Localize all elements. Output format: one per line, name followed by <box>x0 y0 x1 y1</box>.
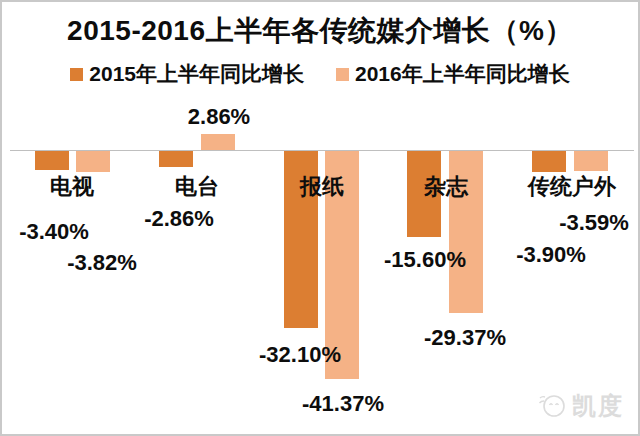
category-label-radio: 电台 <box>175 172 219 202</box>
value-label-newspaper-2015: -32.10% <box>259 342 341 368</box>
chart-page: 2015-2016上半年各传统媒介增长（%） 2015年上半年同比增长 2016… <box>0 0 640 436</box>
category-label-magazine: 杂志 <box>424 172 468 202</box>
value-label-newspaper-2016: -41.37% <box>302 391 384 417</box>
value-label-tv-2016: -3.82% <box>67 250 137 276</box>
value-label-magazine-2016: -29.37% <box>424 325 506 351</box>
category-label-outdoor: 传统户外 <box>528 172 616 202</box>
value-label-radio-2015: -2.86% <box>144 206 214 232</box>
kantar-smiley-icon <box>536 388 568 424</box>
category-label-tv: 电视 <box>50 172 94 202</box>
value-label-magazine-2015: -15.60% <box>384 247 466 273</box>
bar-outdoor-2016 <box>574 151 608 171</box>
value-label-radio-2016: 2.86% <box>188 104 250 130</box>
bar-tv-2016 <box>76 151 110 172</box>
category-label-newspaper: 报纸 <box>300 172 344 202</box>
plot-area: 电视 电台 报纸 杂志 传统户外 -3.40% -2.86% -32.10% -… <box>2 2 640 436</box>
value-label-tv-2015: -3.40% <box>19 219 89 245</box>
bar-radio-2015 <box>159 151 193 167</box>
bar-radio-2016 <box>201 134 235 150</box>
watermark-label: 凯度 <box>572 390 624 422</box>
value-label-outdoor-2016: -3.59% <box>559 210 629 236</box>
bar-outdoor-2015 <box>532 151 566 172</box>
watermark: 凯度 <box>536 388 624 424</box>
value-label-outdoor-2015: -3.90% <box>516 242 586 268</box>
bar-tv-2015 <box>35 151 69 170</box>
